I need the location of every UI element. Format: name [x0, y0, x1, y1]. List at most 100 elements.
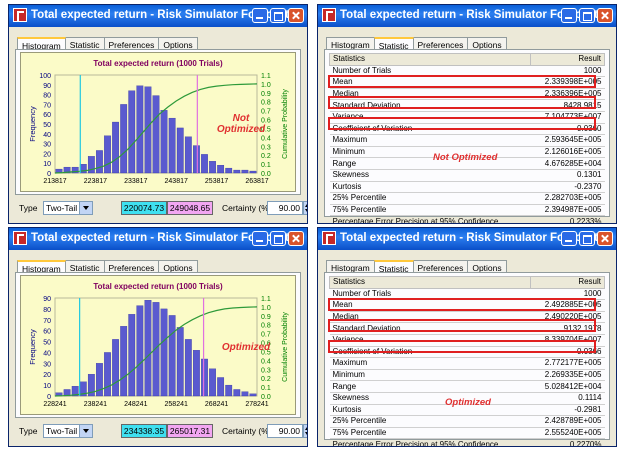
- histogram-bar: [209, 161, 216, 174]
- result-header: Result: [530, 53, 605, 66]
- type-label: Type: [19, 426, 38, 436]
- close-button[interactable]: [597, 8, 613, 23]
- certainty-spinner[interactable]: [303, 424, 307, 438]
- y2-tick-label: 0.4: [261, 358, 271, 365]
- statistic-name: Maximum: [329, 134, 531, 147]
- tab-options[interactable]: Options: [158, 260, 198, 274]
- maximize-button[interactable]: [579, 231, 595, 246]
- tab-strip: Histogram Statistic Preferences Options: [17, 33, 198, 52]
- x-tick-label: 243817: [165, 178, 188, 185]
- certainty-input[interactable]: 90.00: [267, 201, 303, 215]
- window-title: Total expected return - Risk Simulator F…: [31, 232, 289, 244]
- statistic-value: 2.555240E+005: [530, 427, 605, 440]
- statistic-name: Percentage Error Precision at 95% Confid…: [329, 438, 531, 446]
- statistic-name: Minimum: [329, 146, 531, 159]
- certainty-input[interactable]: 90.00: [267, 424, 303, 438]
- histogram-chart[interactable]: 0 10 20 30 40 50 60 70 80 90 100 0.0 0.1 0.2 0.3 0.4 0.5…: [20, 52, 296, 192]
- forecast-window-histogram-not-optimized: Total expected return - Risk Simulator F…: [8, 4, 308, 224]
- y2-tick-label: 0.0: [261, 394, 271, 401]
- x-tick-label: 278241: [245, 401, 268, 408]
- statistic-name: 25% Percentile: [329, 192, 531, 205]
- y2-tick-label: 0.9: [261, 314, 271, 321]
- title-bar[interactable]: Total expected return - Risk Simulator F…: [318, 228, 616, 250]
- statistics-panel: Statistics Result Number of Trials 1000 Me…: [324, 49, 610, 223]
- histogram-bar: [217, 165, 225, 174]
- forecast-window-statistic-not-optimized: Total expected return - Risk Simulator F…: [317, 4, 617, 224]
- maximize-button[interactable]: [270, 8, 286, 23]
- optimized-annotation: Optimized: [445, 397, 491, 408]
- tab-options[interactable]: Options: [158, 37, 198, 51]
- forecast-window-statistic-optimized: Total expected return - Risk Simulator F…: [317, 227, 617, 447]
- left-certainty-value[interactable]: 234338.35: [121, 424, 167, 438]
- minimize-button[interactable]: [561, 8, 577, 23]
- statistic-name: Kurtosis: [329, 181, 531, 194]
- type-dropdown[interactable]: Two-Tail: [43, 424, 93, 438]
- tab-options[interactable]: Options: [467, 260, 507, 274]
- certainty-label: Certainty (%): [222, 203, 272, 213]
- minimize-button[interactable]: [561, 231, 577, 246]
- type-dropdown[interactable]: Two-Tail: [43, 201, 93, 215]
- histogram-bar: [71, 166, 79, 174]
- statistic-value: 2.428789E+005: [530, 415, 605, 428]
- minimize-button[interactable]: [252, 8, 268, 23]
- y2-tick-label: 1.1: [261, 73, 271, 80]
- histogram-bar: [112, 339, 119, 397]
- minimize-button[interactable]: [252, 231, 268, 246]
- y2-tick-label: 1.1: [261, 296, 271, 303]
- close-button[interactable]: [597, 231, 613, 246]
- y-tick-label: 0: [47, 394, 51, 401]
- right-certainty-value[interactable]: 265017.31: [167, 424, 213, 438]
- title-bar[interactable]: Total expected return - Risk Simulator F…: [318, 5, 616, 27]
- tab-strip: Histogram Statistic Preferences Options: [326, 256, 507, 275]
- tab-options[interactable]: Options: [467, 37, 507, 51]
- statistics-header: Statistics: [328, 276, 532, 289]
- cumulative-curve: [54, 306, 258, 397]
- forecast-window-histogram-optimized: Total expected return - Risk Simulator F…: [8, 227, 308, 447]
- table-row: Percentage Error Precision at 95% Confid…: [329, 438, 605, 446]
- y2-tick-label: 0.1: [261, 385, 271, 392]
- type-label: Type: [19, 203, 38, 213]
- tab-strip: Histogram Statistic Preferences Options: [326, 33, 507, 52]
- right-certainty-value[interactable]: 249048.65: [167, 201, 213, 215]
- close-button[interactable]: [288, 231, 304, 246]
- highlight-mean: [328, 298, 596, 311]
- histogram-chart[interactable]: 0 10 20 30 40 50 60 70 80 90 0.0 0.1 0.2 0.3 0.4 0.5 0.6…: [20, 275, 296, 415]
- maximize-button[interactable]: [579, 8, 595, 23]
- y-tick-label: 20: [43, 151, 51, 158]
- histogram-bar: [249, 170, 257, 174]
- histogram-bar: [152, 95, 160, 174]
- left-certainty-value[interactable]: 220074.73: [121, 201, 167, 215]
- statistic-value: 2.269335E+005: [530, 369, 605, 382]
- x-tick-label: 233817: [124, 178, 147, 185]
- histogram-bar: [225, 167, 233, 174]
- statistic-value: 0.2270%: [530, 438, 605, 446]
- title-bar[interactable]: Total expected return - Risk Simulator F…: [9, 228, 307, 250]
- histogram-bar: [209, 368, 216, 397]
- histogram-bar: [184, 136, 192, 174]
- x-tick-label: 263817: [245, 178, 268, 185]
- histogram-bar: [104, 352, 111, 397]
- histogram-bar: [160, 110, 168, 174]
- certainty-spinner[interactable]: [303, 201, 307, 215]
- title-bar[interactable]: Total expected return - Risk Simulator F…: [9, 5, 307, 27]
- histogram-bar: [112, 121, 119, 174]
- tab-histogram[interactable]: Histogram: [17, 260, 66, 275]
- histogram-svg: 0 10 20 30 40 50 60 70 80 90 0.0 0.1 0.2 0.3 0.4 0.50.6…: [28, 296, 289, 408]
- x-tick-label: 258241: [165, 401, 188, 408]
- dropdown-arrow-icon: [79, 202, 92, 214]
- tab-statistic[interactable]: Statistic: [373, 37, 414, 52]
- tab-histogram[interactable]: Histogram: [17, 37, 66, 52]
- statistic-name: 75% Percentile: [329, 427, 531, 440]
- table-row: 75% Percentile 2.394987E+005: [329, 204, 605, 217]
- tab-statistic[interactable]: Statistic: [373, 260, 414, 275]
- table-row: Skewness 0.1114: [329, 392, 605, 405]
- maximize-button[interactable]: [270, 231, 286, 246]
- highlight-coefficient: [328, 340, 596, 353]
- close-button[interactable]: [288, 8, 304, 23]
- y2-tick-label: 0.1: [261, 162, 271, 169]
- y2-tick-label: 0.0: [261, 171, 271, 178]
- x-tick-label: 253817: [205, 178, 228, 185]
- table-row: Number of Trials 1000: [329, 288, 605, 301]
- y2-tick-label: 0.2: [261, 153, 271, 160]
- histogram-bar: [87, 156, 95, 174]
